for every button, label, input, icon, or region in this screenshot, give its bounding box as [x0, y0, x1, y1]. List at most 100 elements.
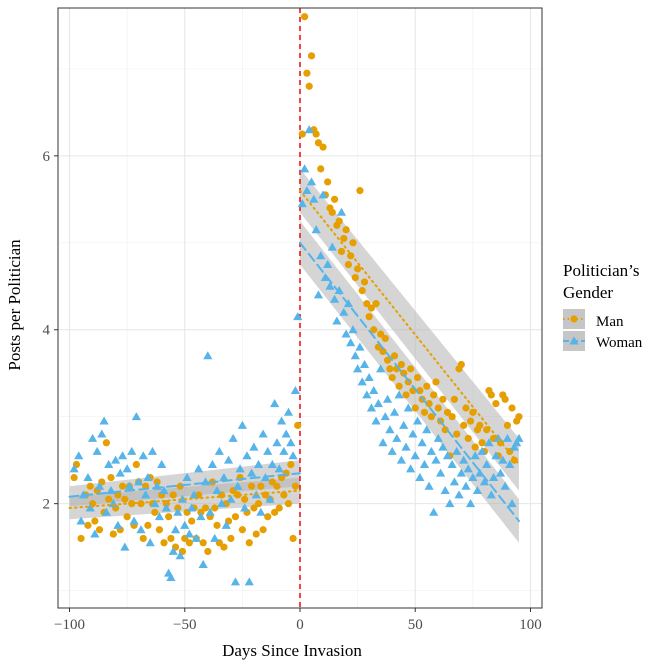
point-woman	[288, 451, 298, 460]
point-woman	[431, 455, 441, 464]
point-woman	[357, 377, 367, 386]
point-woman	[387, 446, 397, 455]
point-man	[395, 382, 403, 390]
point-man	[372, 300, 380, 308]
point-man	[227, 534, 235, 543]
point-woman	[403, 403, 413, 412]
point-woman	[408, 429, 418, 438]
point-woman	[327, 242, 337, 251]
point-woman	[247, 468, 257, 477]
point-woman	[196, 512, 206, 521]
point-man	[425, 400, 433, 408]
point-woman	[422, 425, 432, 434]
point-man	[365, 313, 373, 321]
point-woman	[302, 186, 312, 195]
point-woman	[279, 446, 289, 455]
point-woman	[274, 464, 284, 473]
point-woman	[242, 451, 252, 460]
point-man	[413, 373, 422, 382]
point-woman	[396, 455, 407, 464]
point-woman	[498, 455, 508, 464]
point-man	[280, 491, 288, 499]
point-man	[238, 526, 246, 534]
point-man	[344, 260, 352, 269]
point-woman	[290, 386, 300, 395]
point-woman	[336, 207, 347, 216]
point-man	[252, 530, 260, 538]
point-woman	[433, 433, 443, 442]
point-man	[466, 417, 475, 425]
point-woman	[189, 490, 199, 499]
point-woman	[136, 525, 146, 534]
point-woman	[382, 394, 393, 403]
point-man	[363, 300, 371, 308]
point-woman	[509, 442, 519, 451]
point-woman	[495, 468, 506, 477]
point-woman	[500, 481, 510, 490]
point-man	[109, 530, 117, 538]
point-woman	[228, 433, 238, 442]
point-woman	[83, 472, 93, 482]
point-woman	[159, 486, 169, 495]
point-woman	[76, 516, 86, 525]
series-woman-points	[69, 125, 524, 586]
point-man	[443, 408, 452, 416]
point-woman	[170, 525, 181, 534]
point-woman	[143, 472, 153, 482]
point-man	[377, 330, 385, 338]
point-woman	[369, 386, 379, 395]
point-woman	[472, 486, 483, 495]
point-man	[457, 360, 465, 369]
point-woman	[157, 459, 167, 468]
point-woman	[193, 464, 204, 473]
point-man	[257, 482, 265, 490]
point-woman	[293, 312, 303, 321]
point-woman	[286, 438, 296, 447]
legend-label-man: Man	[596, 314, 624, 330]
point-man	[439, 395, 447, 403]
point-woman	[235, 464, 245, 473]
point-woman	[173, 507, 183, 516]
point-woman	[479, 477, 489, 486]
point-man	[450, 395, 459, 403]
point-woman	[244, 577, 254, 586]
point-woman	[175, 551, 185, 560]
point-woman	[147, 446, 158, 455]
point-woman	[97, 429, 107, 438]
point-woman	[323, 259, 333, 268]
point-woman	[329, 294, 340, 303]
point-man	[360, 278, 369, 286]
point-woman	[304, 125, 314, 134]
point-man	[427, 413, 435, 421]
point-man	[204, 547, 212, 556]
point-man	[176, 482, 184, 490]
point-woman	[111, 455, 121, 464]
point-man	[390, 352, 399, 360]
point-man	[291, 482, 299, 490]
point-man	[358, 287, 366, 295]
point-man	[448, 413, 456, 421]
point-woman	[456, 468, 466, 477]
point-woman	[362, 390, 372, 399]
point-woman	[223, 455, 234, 464]
point-woman	[240, 503, 250, 512]
point-woman	[309, 194, 319, 203]
point-woman	[484, 438, 494, 447]
point-woman	[265, 494, 275, 503]
point-man	[337, 247, 346, 256]
point-man	[478, 439, 486, 447]
point-woman	[366, 403, 377, 412]
y-tick-label: 2	[43, 497, 51, 513]
point-man	[118, 482, 127, 490]
x-axis-title: Days Since Invasion	[222, 641, 362, 660]
point-man	[383, 356, 392, 364]
point-woman	[207, 459, 218, 468]
legend-marker-woman	[569, 336, 579, 345]
point-woman	[394, 390, 404, 399]
point-woman	[101, 507, 111, 516]
point-woman	[401, 442, 411, 451]
point-woman	[300, 164, 310, 173]
point-woman	[94, 481, 105, 490]
point-woman	[187, 503, 197, 512]
